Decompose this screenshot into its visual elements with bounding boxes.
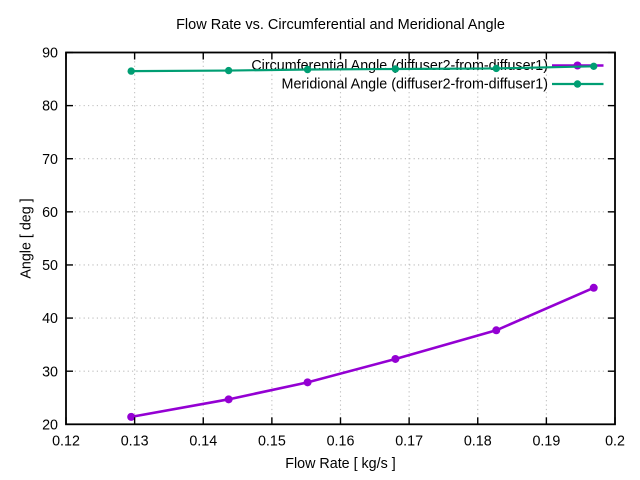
- data-point-marker: [492, 64, 500, 73]
- data-point-marker: [589, 283, 598, 292]
- series-meridional-angle: [127, 62, 604, 88]
- x-tick-label: 0.2: [605, 434, 625, 450]
- data-point-marker: [391, 65, 400, 73]
- x-tick-label: 0.16: [327, 434, 355, 450]
- y-tick-label: 60: [42, 205, 58, 221]
- data-point-marker: [590, 62, 598, 71]
- series-line: [130, 65, 595, 73]
- y-tick-label: 90: [42, 46, 58, 62]
- series-line: [129, 286, 596, 419]
- y-tick-label: 20: [42, 417, 58, 433]
- x-tick-label: 0.19: [532, 434, 560, 450]
- legend-sample-marker: [573, 61, 582, 70]
- legend-label-circumferential: Circumferential Angle (diffuser2-from-di…: [251, 58, 548, 74]
- data-point-marker: [127, 67, 135, 75]
- series-circumferential-angle: [127, 61, 604, 421]
- data-point-marker: [492, 326, 501, 335]
- data-point-marker: [127, 412, 136, 421]
- y-tick-label: 50: [42, 258, 58, 274]
- data-point-marker: [224, 395, 233, 404]
- y-tick-label: 80: [42, 99, 58, 115]
- x-tick-label: 0.18: [464, 434, 492, 450]
- data-point-marker: [391, 354, 400, 363]
- data-point-marker: [303, 65, 312, 74]
- x-axis-label: Flow Rate [ kg/s ]: [285, 456, 395, 472]
- axes: 0.12 0.13 0.14 0.15 0.16 0.17 0.18 0.19 0.2 20 30 4…: [42, 46, 625, 450]
- gridlines: [66, 52, 615, 425]
- chart-title: Flow Rate vs. Circumferential and Meridi…: [176, 17, 505, 33]
- x-tick-label: 0.15: [258, 434, 286, 450]
- legend-label-meridional: Meridional Angle (diffuser2-from-diffuse…: [282, 77, 548, 93]
- data-point-marker: [224, 66, 233, 75]
- x-tick-label: 0.12: [52, 434, 80, 450]
- data-point-marker: [303, 378, 312, 387]
- x-tick-label: 0.14: [189, 434, 217, 450]
- x-tick-label: 0.17: [395, 434, 423, 450]
- y-tick-label: 30: [42, 364, 58, 380]
- legend-sample-marker: [573, 80, 582, 88]
- y-tick-label: 40: [42, 311, 58, 327]
- x-tick-label: 0.13: [121, 434, 149, 450]
- y-tick-label: 70: [42, 152, 58, 168]
- y-axis-label: Angle [ deg ]: [19, 198, 35, 278]
